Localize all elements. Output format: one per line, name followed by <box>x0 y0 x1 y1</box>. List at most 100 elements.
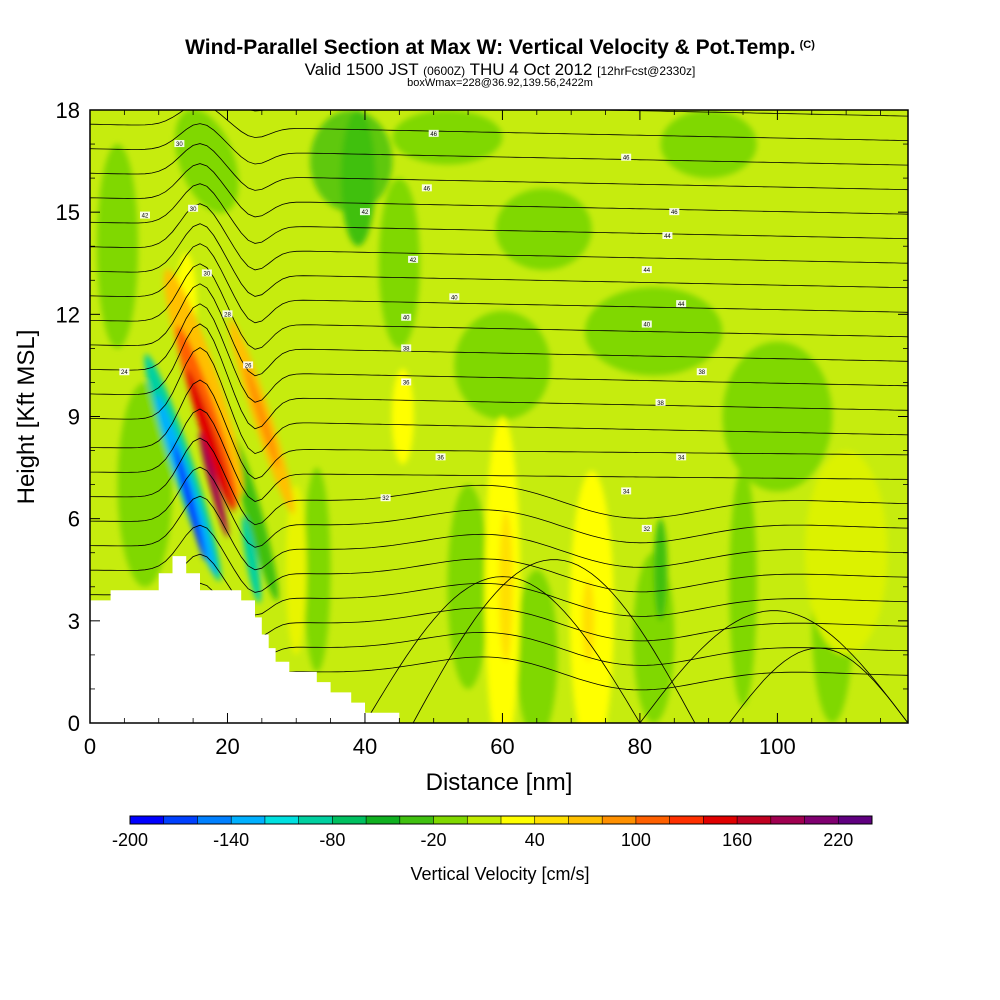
x-tick-label: 20 <box>215 734 239 759</box>
subtitle-forecast: [12hrFcst@2330z] <box>597 64 696 78</box>
theta-contour-label: 24 <box>121 370 128 376</box>
colorbar-tick-label: -200 <box>112 830 148 850</box>
theta-contour-label: 40 <box>403 316 410 322</box>
theta-label-bg <box>401 313 412 321</box>
theta-contour-line <box>728 647 908 723</box>
velocity-fill-area <box>231 436 279 601</box>
y-tick-label: 0 <box>68 711 80 736</box>
theta-contour-label: 38 <box>657 401 664 407</box>
theta-label-bg <box>676 453 687 461</box>
theta-contour-line <box>90 183 908 244</box>
velocity-fill-area <box>244 364 280 469</box>
velocity-fill-area <box>303 467 331 672</box>
colorbar-swatch <box>163 816 198 824</box>
x-tick-label: 60 <box>490 734 514 759</box>
x-tick-label: 40 <box>353 734 377 759</box>
colorbar-swatch <box>770 816 806 824</box>
theta-contour-label: 44 <box>643 268 650 274</box>
theta-contour-line <box>90 466 908 548</box>
theta-label-bg <box>641 320 652 328</box>
velocity-fill-area <box>660 110 757 179</box>
velocity-fill-area <box>582 579 595 662</box>
colorbar-swatch <box>501 816 536 824</box>
theta-label-bg <box>669 208 680 216</box>
theta-label-bg <box>655 398 666 406</box>
velocity-fill-area <box>722 341 833 492</box>
velocity-fill-area <box>447 484 489 689</box>
y-tick-label: 15 <box>56 200 80 225</box>
theta-contour-label: 44 <box>664 234 671 240</box>
theta-contours: 46 46 46 46 44 44 44 42 42 42 40 40 40 38 38 38 36 36 34 34… <box>90 110 908 723</box>
theta-contour-line <box>90 223 908 297</box>
title-mark: (C) <box>799 39 815 51</box>
velocity-fill-area <box>392 110 503 165</box>
terrain-mask <box>90 556 908 723</box>
chart-subtitle: Valid 1500 JST (0600Z) THU 4 Oct 2012 [1… <box>0 60 1000 80</box>
theta-contour-label: 28 <box>224 312 231 318</box>
theta-contour-label: 34 <box>678 455 685 461</box>
theta-contour-label: 46 <box>430 132 437 138</box>
velocity-fill-area <box>285 484 307 655</box>
theta-contour-line <box>639 610 908 723</box>
theta-label-bg <box>222 310 233 318</box>
colorbar-title: Vertical Velocity [cm/s] <box>410 864 589 884</box>
theta-contour-line <box>364 576 641 723</box>
theta-contour-label: 40 <box>451 295 458 301</box>
plot-area: 46 46 46 46 44 44 44 42 42 42 40 40 40 38 38 38 36 36 34 34… <box>90 110 908 723</box>
theta-label-bg <box>139 211 150 219</box>
velocity-fill-area <box>173 442 207 561</box>
theta-contour-line <box>90 203 908 271</box>
theta-contour-label: 32 <box>382 496 389 502</box>
theta-contour-label: 46 <box>671 210 678 216</box>
colorbar-swatch <box>298 816 333 824</box>
velocity-fill-area <box>96 144 139 349</box>
subtitle-date: THU 4 Oct 2012 <box>469 60 593 79</box>
colorbar-swatch <box>602 816 637 824</box>
theta-contour-label: 30 <box>176 142 183 148</box>
velocity-fill-area <box>199 431 229 538</box>
velocity-fill-area <box>174 110 239 214</box>
theta-contour-line <box>90 110 908 141</box>
theta-label-bg <box>621 153 632 161</box>
theta-label-bg <box>641 524 652 532</box>
colorbar-swatch <box>804 816 839 824</box>
colorbar-swatch <box>231 816 266 824</box>
y-tick-label: 12 <box>56 302 80 327</box>
velocity-fill-area <box>516 569 558 723</box>
colorbar-tick-label: -20 <box>421 830 447 850</box>
velocity-fill-area <box>804 450 888 655</box>
chart-title: Wind-Parallel Section at Max W: Vertical… <box>185 36 815 59</box>
theta-label-bg <box>119 368 130 376</box>
colorbar-tick-label: 220 <box>823 830 853 850</box>
colorbar-swatch <box>197 816 232 824</box>
colorbar-swatch <box>838 816 873 824</box>
theta-label-bg <box>359 208 370 216</box>
theta-label-bg <box>449 293 460 301</box>
colorbar: -200 -140 -80 -20 40 100 160 220 <box>112 815 873 850</box>
theta-label-bg <box>428 129 439 137</box>
theta-contour-label: 40 <box>643 323 650 329</box>
velocity-fill-area <box>391 368 414 465</box>
theta-label-bg <box>676 300 687 308</box>
theta-contour-line <box>412 559 696 723</box>
colorbar-swatch <box>332 816 367 824</box>
theta-contour-label: 30 <box>204 271 211 277</box>
theta-label-bg <box>201 269 212 277</box>
colorbar-swatch <box>264 816 300 824</box>
theta-label-bg <box>243 361 254 369</box>
velocity-fill-area <box>378 178 420 349</box>
theta-label-bg <box>696 368 707 376</box>
velocity-fill-area <box>186 369 235 512</box>
velocity-fill-area <box>495 188 592 271</box>
theta-contour-label: 42 <box>362 210 369 216</box>
velocity-fill-area <box>117 382 173 587</box>
colorbar-tick-label: 100 <box>621 830 651 850</box>
theta-contour-line <box>90 263 908 350</box>
theta-contour-label: 34 <box>623 489 630 495</box>
theta-contour-line <box>90 495 908 571</box>
theta-label-bg <box>641 266 652 274</box>
x-tick-label: 80 <box>628 734 652 759</box>
theta-contour-line <box>90 143 908 191</box>
theta-contour-label: 44 <box>678 302 685 308</box>
